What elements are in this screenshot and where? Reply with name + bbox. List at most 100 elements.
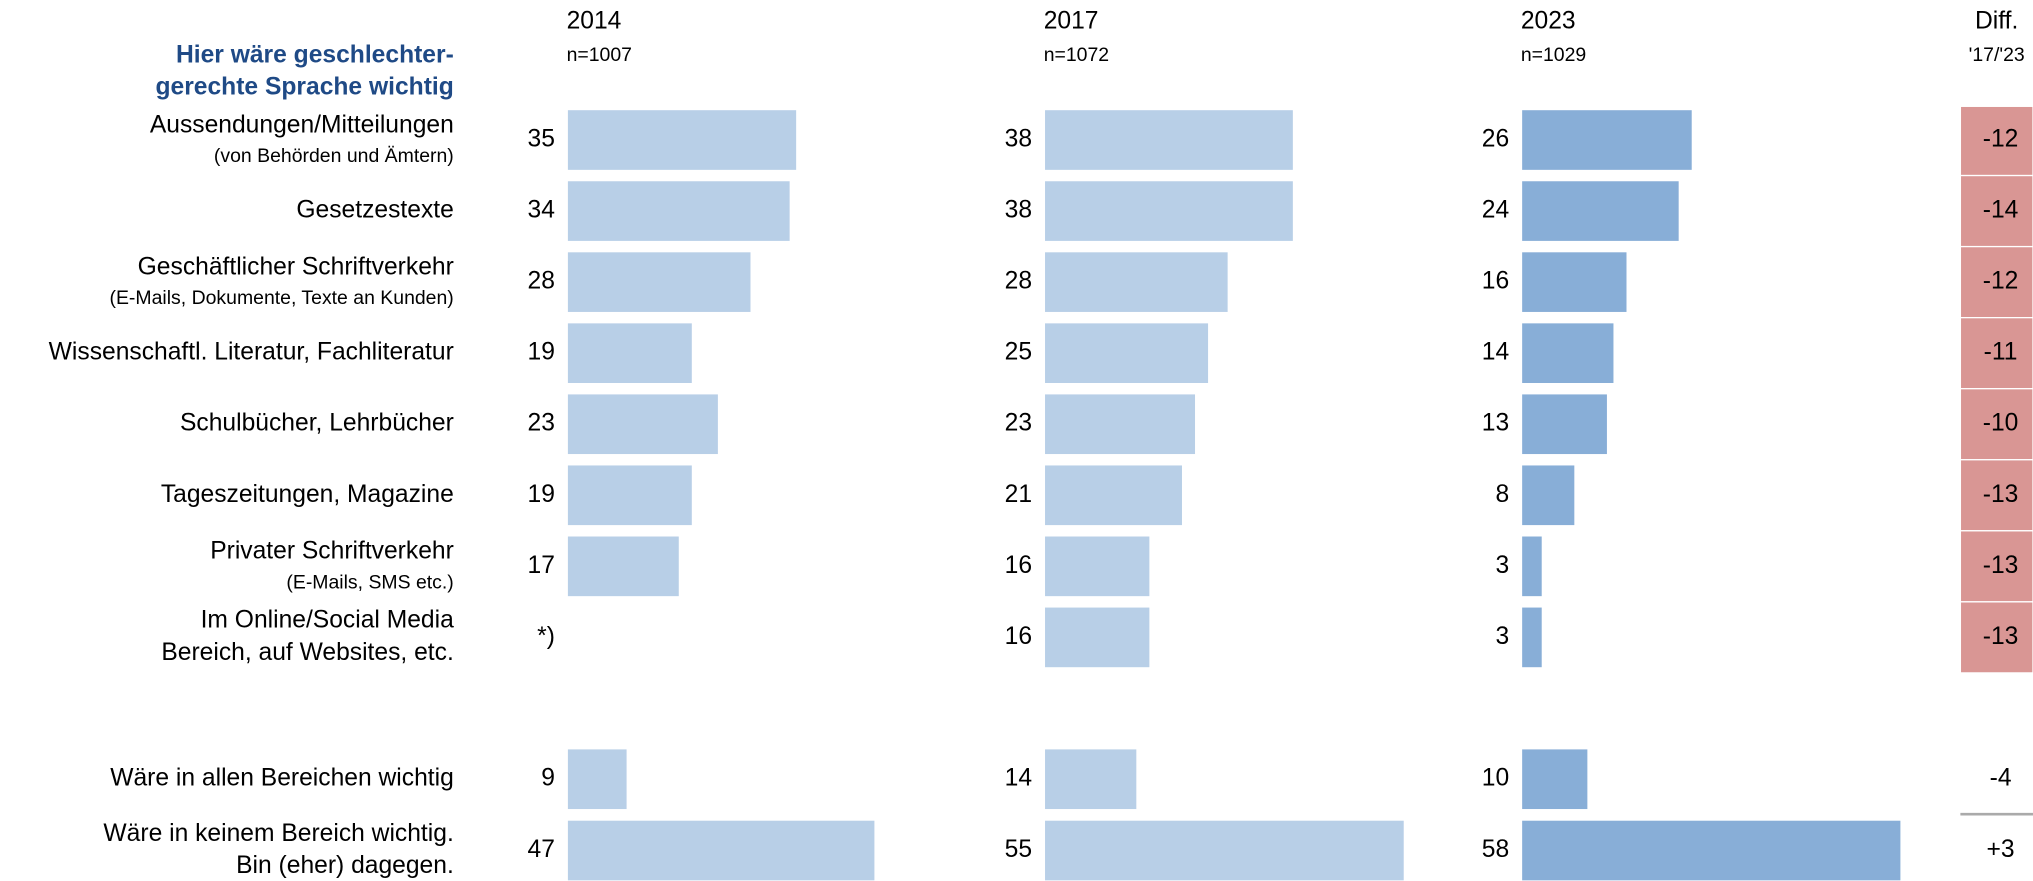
category-label: Bin (eher) dagegen. — [236, 852, 454, 879]
value-label: 25 — [1005, 339, 1032, 366]
series-subtitle: n=1029 — [1521, 44, 1586, 66]
diff-value: -13 — [1983, 552, 2019, 579]
category-label: Wäre in keinem Bereich wichtig. — [103, 820, 453, 847]
value-label: *) — [537, 623, 555, 650]
category-label: Im Online/Social Media — [201, 607, 455, 634]
bar — [1522, 749, 1588, 810]
value-label: 38 — [1005, 197, 1032, 224]
value-label: 26 — [1482, 126, 1509, 153]
value-label: 55 — [1005, 836, 1032, 863]
value-label: 16 — [1005, 552, 1032, 579]
diff-title: Diff. — [1975, 8, 2018, 35]
bar — [1522, 323, 1614, 383]
value-label: 19 — [528, 339, 555, 366]
diff-cell — [1959, 105, 2033, 177]
bar — [1522, 394, 1607, 455]
value-label: 16 — [1005, 623, 1032, 650]
series-name: 2014 — [567, 8, 622, 35]
category-label: Geschäftlicher Schriftverkehr — [138, 253, 454, 280]
diff-value: -13 — [1983, 623, 2019, 650]
diff-value: -12 — [1983, 268, 2019, 295]
bar — [1522, 536, 1542, 597]
bar — [567, 394, 718, 455]
value-label: 23 — [528, 410, 555, 437]
category-label: Wäre in allen Bereichen wichtig — [110, 765, 454, 792]
value-label: 17 — [528, 552, 555, 579]
bar — [567, 749, 627, 810]
series-name: 2023 — [1521, 8, 1576, 35]
series-subtitle: n=1007 — [567, 44, 632, 66]
value-label: 35 — [528, 126, 555, 153]
bar — [1045, 394, 1196, 455]
diff-cell — [1959, 601, 2033, 674]
category-label: Gesetzestexte — [296, 197, 453, 224]
category-note: (von Behörden und Ämtern) — [214, 145, 454, 167]
value-label: 13 — [1482, 410, 1509, 437]
bar — [1045, 323, 1209, 383]
diff-value: -10 — [1983, 410, 2019, 437]
bar — [1045, 820, 1404, 881]
bar — [1045, 110, 1293, 170]
value-label: 3 — [1495, 552, 1509, 579]
bar — [1522, 181, 1679, 241]
diff-cell — [1959, 245, 2033, 319]
bar — [1522, 252, 1627, 312]
diff-subtitle: '17/'23 — [1969, 44, 2025, 66]
bar — [567, 181, 790, 241]
diff-value: -14 — [1983, 197, 2019, 224]
bar — [1045, 607, 1150, 668]
series-name: 2017 — [1044, 8, 1099, 35]
value-label: 24 — [1482, 197, 1509, 224]
category-label: Wissenschaftl. Literatur, Fachliteratur — [49, 339, 454, 366]
chart-title: Hier wäre geschlechter- — [176, 41, 454, 68]
diff-value: -11 — [1984, 339, 2018, 366]
bar — [1045, 465, 1182, 526]
value-label: 28 — [528, 268, 555, 295]
bar — [567, 820, 875, 881]
chart-title: gerechte Sprache wichtig — [155, 74, 453, 101]
bar — [1045, 749, 1137, 810]
value-label: 34 — [528, 197, 555, 224]
bar — [1522, 607, 1542, 668]
value-label: 38 — [1005, 126, 1032, 153]
bar — [1045, 252, 1228, 312]
bar — [567, 323, 692, 383]
series-subtitle: n=1072 — [1044, 44, 1109, 66]
bar — [567, 465, 692, 526]
value-label: 23 — [1005, 410, 1032, 437]
category-label: Privater Schriftverkehr — [210, 538, 454, 565]
bar — [1522, 820, 1901, 881]
value-label: 21 — [1005, 481, 1032, 508]
diff-value: -4 — [1990, 765, 2012, 792]
diff-value: +3 — [1987, 836, 2015, 863]
bar — [1522, 110, 1692, 170]
bar — [567, 110, 797, 170]
value-label: 9 — [541, 765, 555, 792]
bar — [567, 252, 751, 312]
diff-cell — [1959, 459, 2033, 532]
value-label: 19 — [528, 481, 555, 508]
bar — [567, 536, 679, 597]
category-label: Bereich, auf Websites, etc. — [161, 639, 453, 666]
category-label: Schulbücher, Lehrbücher — [180, 410, 454, 437]
diff-value: -12 — [1983, 126, 2019, 153]
category-label: Aussendungen/Mitteilungen — [150, 111, 454, 138]
value-label: 10 — [1482, 765, 1509, 792]
value-label: 14 — [1005, 765, 1032, 792]
diff-value: -13 — [1983, 481, 2019, 508]
category-note: (E-Mails, SMS etc.) — [286, 571, 453, 593]
value-label: 14 — [1482, 339, 1509, 366]
bar — [1045, 536, 1150, 597]
bar — [1522, 465, 1575, 526]
bar — [1045, 181, 1293, 241]
value-label: 58 — [1482, 836, 1509, 863]
diff-cell — [1959, 174, 2033, 248]
value-label: 8 — [1495, 481, 1509, 508]
value-label: 3 — [1495, 623, 1509, 650]
value-label: 47 — [528, 836, 555, 863]
category-note: (E-Mails, Dokumente, Texte an Kunden) — [110, 287, 454, 309]
value-label: 28 — [1005, 268, 1032, 295]
category-label: Tageszeitungen, Magazine — [161, 481, 454, 508]
value-label: 16 — [1482, 268, 1509, 295]
